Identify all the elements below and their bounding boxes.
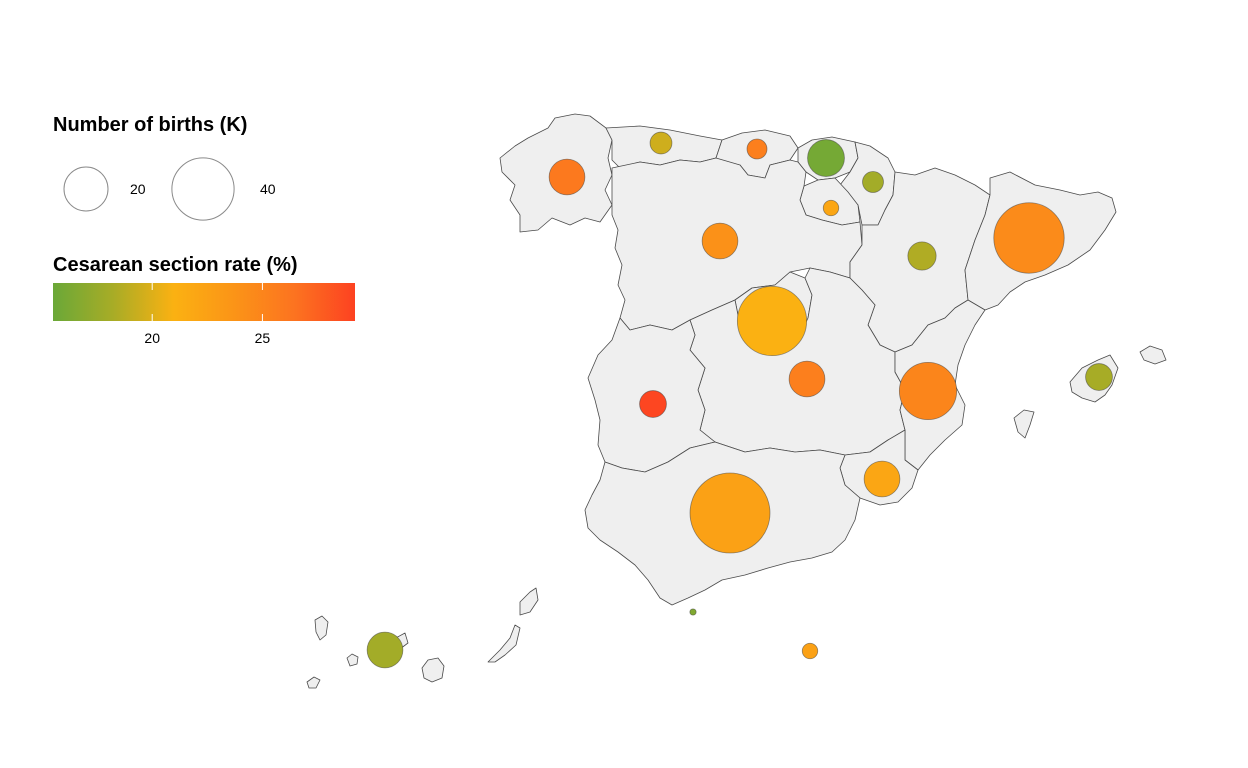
size-legend-title: Number of births (K) (53, 114, 247, 136)
bubble-baleares (1085, 363, 1113, 391)
region-la-palma (314, 615, 329, 641)
bubble-asturias (649, 131, 673, 155)
region-ibiza (1013, 409, 1035, 439)
bubble-cataluna (993, 202, 1065, 274)
size-key-circle-20 (63, 166, 109, 212)
bubble-melilla (801, 642, 819, 660)
bubble-castilla-y-leon (701, 222, 739, 260)
size-legend-keys: 20 40 (63, 157, 276, 221)
region-lanzarote (519, 587, 539, 616)
bubble-galicia (548, 158, 586, 196)
region-fuerteventura (487, 624, 521, 663)
size-key-label-40: 40 (260, 181, 276, 197)
region-el-hierro (306, 676, 321, 689)
size-key-label-20: 20 (130, 181, 146, 197)
size-key-circle-40 (171, 157, 235, 221)
bubble-castilla-la-mancha (788, 360, 826, 398)
region-menorca (1139, 345, 1167, 365)
bubble-pais-vasco (807, 139, 845, 177)
color-tick-label-25: 25 (255, 330, 271, 346)
color-scale-ticks: 20 25 (144, 283, 270, 346)
bubble-comunidad-valenciana (898, 361, 958, 421)
bubble-murcia (863, 460, 901, 498)
region-gomera (346, 653, 359, 667)
region-shapes (306, 113, 1167, 689)
bubble-la-rioja (822, 199, 840, 217)
bubble-madrid (736, 285, 808, 357)
region-gran-canaria (421, 657, 445, 683)
bubble-extremadura (639, 390, 667, 418)
bubble-cantabria (746, 138, 768, 160)
bubble-andalucia (689, 472, 771, 554)
color-tick-label-20: 20 (144, 330, 160, 346)
bubble-canarias (366, 631, 404, 669)
color-legend-title: Cesarean section rate (%) (53, 254, 298, 276)
bubble-navarra (862, 171, 884, 193)
color-scale-bar (53, 283, 355, 321)
legend: Number of births (K) 20 40 Cesarean secti… (53, 114, 355, 346)
bubble-layer (366, 131, 1113, 669)
bubble-aragon (907, 241, 937, 271)
bubble-ceuta (689, 608, 697, 616)
